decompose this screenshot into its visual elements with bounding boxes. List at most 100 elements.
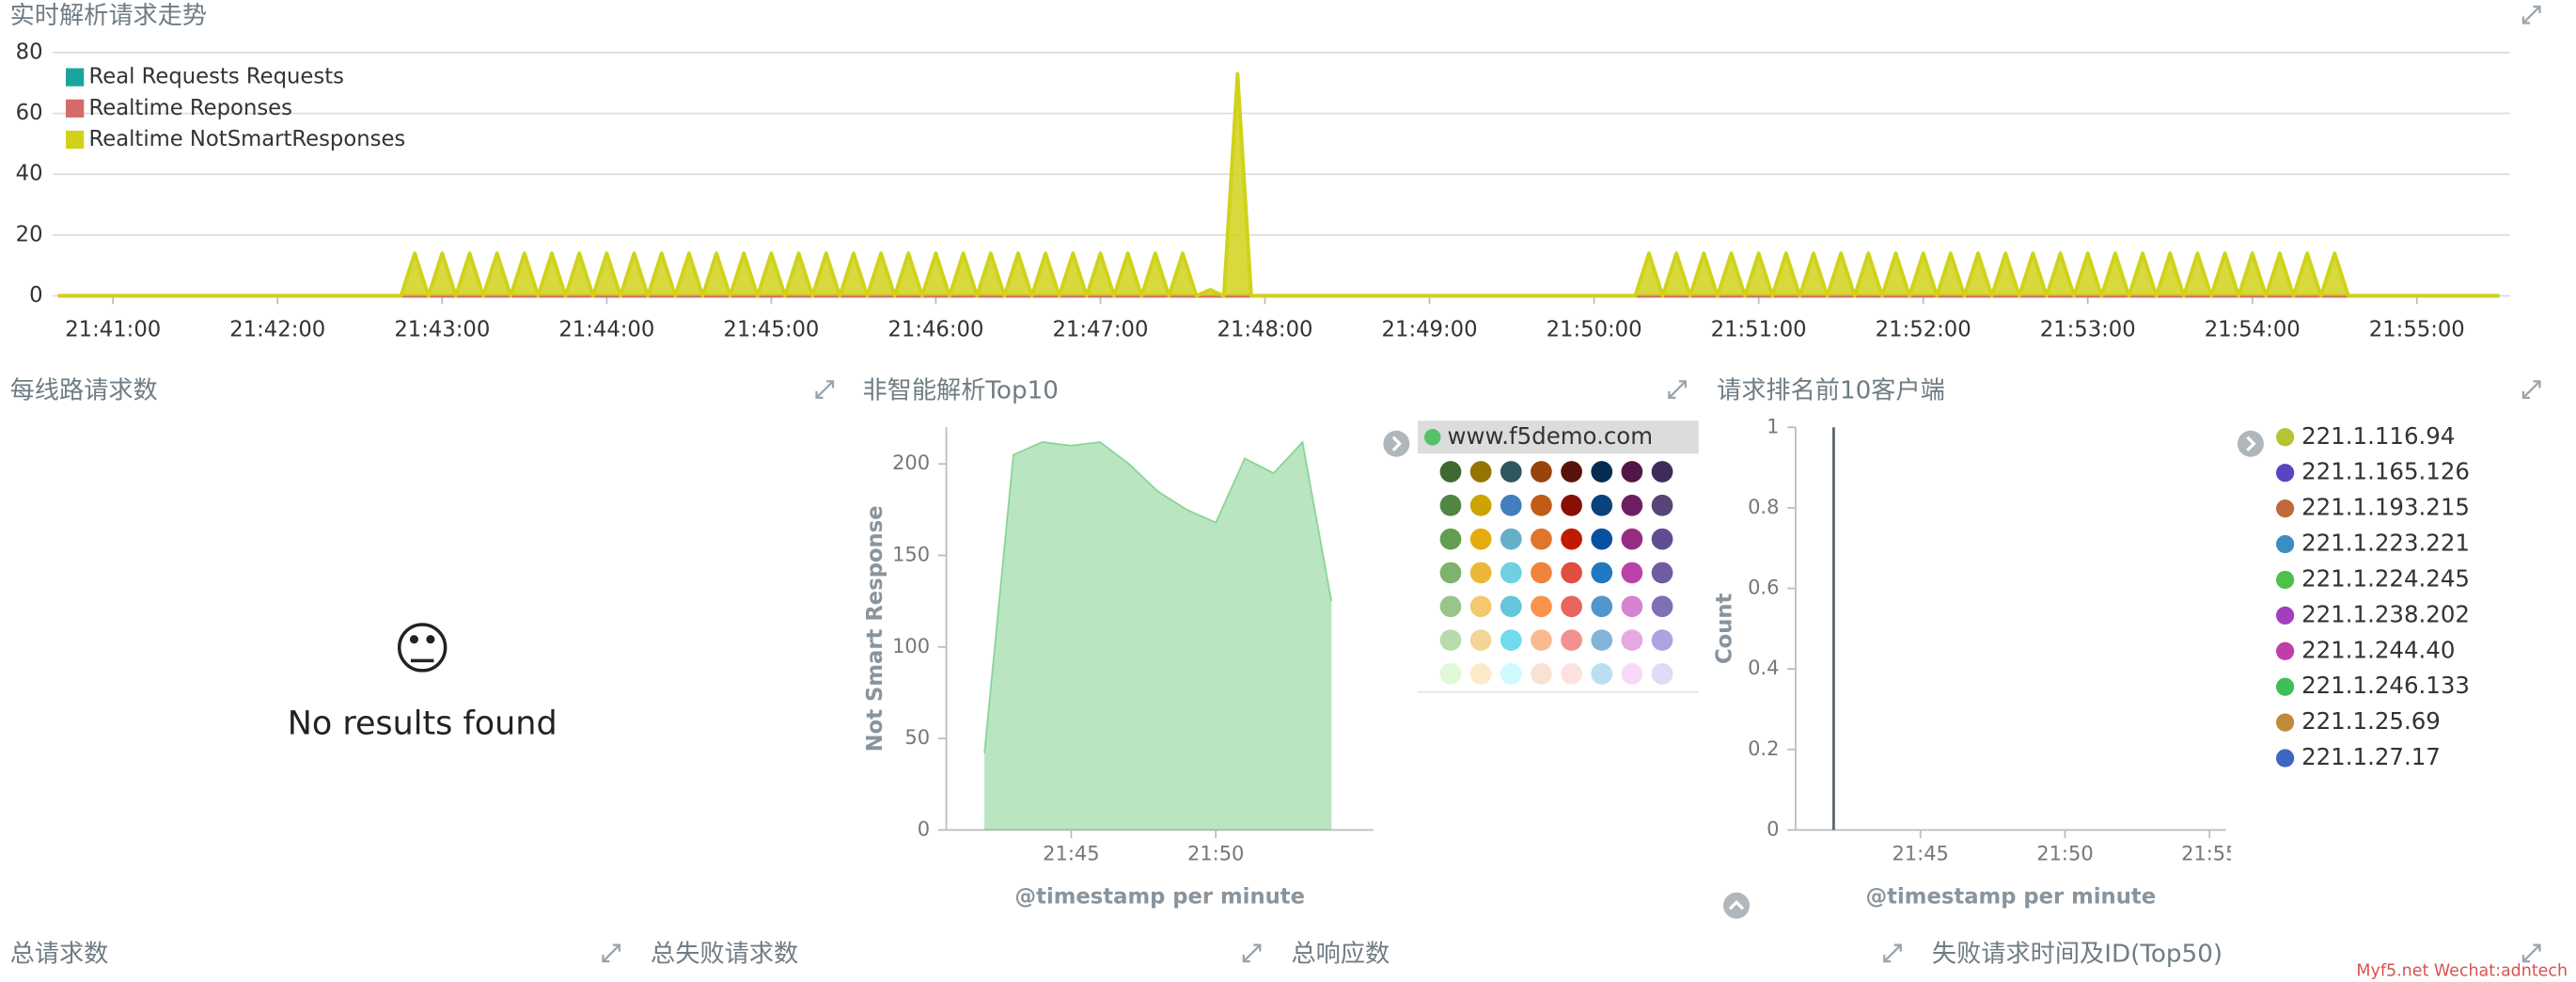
y-axis-label: Not Smart Response	[863, 505, 887, 752]
legend-toggle[interactable]	[1383, 430, 1410, 457]
color-swatch[interactable]	[1561, 663, 1582, 685]
color-swatch[interactable]	[1651, 528, 1673, 550]
color-swatch[interactable]	[1531, 595, 1552, 618]
legend-swatch	[66, 68, 85, 87]
y-tick-label: 20	[16, 222, 43, 246]
y-tick-label: 40	[16, 162, 43, 186]
color-swatch[interactable]	[1469, 562, 1492, 584]
color-swatch[interactable]	[1651, 629, 1673, 651]
color-swatch[interactable]	[1621, 629, 1643, 651]
y-tick-label: 0.8	[1748, 496, 1779, 518]
color-swatch[interactable]	[1561, 494, 1582, 516]
color-swatch[interactable]	[1591, 595, 1613, 618]
color-swatch[interactable]	[1500, 629, 1522, 651]
color-swatch[interactable]	[1469, 595, 1492, 618]
color-swatch[interactable]	[1469, 461, 1492, 483]
color-swatch[interactable]	[1561, 562, 1582, 584]
color-swatch[interactable]	[1561, 461, 1582, 483]
y-tick-label: 200	[892, 451, 930, 474]
x-tick-label: 21:53:00	[2040, 318, 2136, 342]
legend-swatch	[2275, 570, 2295, 590]
color-swatch[interactable]	[1439, 595, 1462, 618]
legend-toggle[interactable]	[2237, 430, 2264, 457]
y-tick-label: 80	[16, 40, 43, 64]
color-swatch[interactable]	[1469, 528, 1492, 550]
color-swatch[interactable]	[1469, 494, 1492, 516]
y-tick-label: 0.4	[1748, 657, 1779, 679]
x-tick-label: 21:44:00	[558, 318, 654, 342]
x-tick-label: 21:55	[2181, 843, 2238, 865]
legend-swatch	[2275, 641, 2295, 660]
legend-swatch	[2275, 428, 2295, 447]
y-tick-label: 60	[16, 101, 43, 125]
expand-button[interactable]	[2521, 943, 2541, 963]
expand-button[interactable]	[815, 380, 835, 399]
color-swatch[interactable]	[1651, 461, 1673, 483]
color-swatch[interactable]	[1561, 595, 1582, 618]
color-swatch[interactable]	[1500, 663, 1522, 685]
x-tick-label: 21:54:00	[2205, 318, 2301, 342]
y-tick-label: 0.6	[1748, 577, 1779, 599]
x-tick-label: 21:55:00	[2369, 318, 2465, 342]
color-swatch[interactable]	[1531, 461, 1552, 483]
color-swatch[interactable]	[1651, 663, 1673, 685]
color-swatch[interactable]	[1500, 494, 1522, 516]
color-swatch[interactable]	[1591, 629, 1613, 651]
legend-label: 221.1.165.126	[2301, 458, 2470, 485]
color-swatch[interactable]	[1500, 562, 1522, 584]
color-swatch[interactable]	[1439, 528, 1462, 550]
color-swatch[interactable]	[1439, 494, 1462, 516]
color-swatch[interactable]	[1621, 663, 1643, 685]
x-tick-label: 21:41:00	[65, 318, 161, 342]
color-swatch[interactable]	[1651, 595, 1673, 618]
color-swatch[interactable]	[1621, 528, 1643, 550]
color-swatch[interactable]	[1500, 528, 1522, 550]
legend-swatch	[2275, 677, 2295, 696]
color-swatch[interactable]	[1591, 562, 1613, 584]
color-swatch[interactable]	[1621, 595, 1643, 618]
color-swatch[interactable]	[1621, 461, 1643, 483]
color-swatch[interactable]	[1531, 562, 1552, 584]
color-swatch[interactable]	[1561, 629, 1582, 651]
color-swatch[interactable]	[1439, 663, 1462, 685]
color-swatch[interactable]	[1621, 562, 1643, 584]
x-tick-label: 21:47:00	[1052, 318, 1148, 342]
color-swatch[interactable]	[1439, 461, 1462, 483]
color-swatch[interactable]	[1651, 494, 1673, 516]
color-swatch[interactable]	[1651, 562, 1673, 584]
x-tick-label: 21:50	[1187, 843, 1244, 865]
expand-button[interactable]	[1883, 943, 1902, 963]
color-swatch[interactable]	[1439, 629, 1462, 651]
color-swatch[interactable]	[1531, 528, 1552, 550]
color-swatch[interactable]	[1531, 494, 1552, 516]
color-swatch[interactable]	[1621, 494, 1643, 516]
color-swatch[interactable]	[1531, 663, 1552, 685]
color-swatch[interactable]	[1500, 595, 1522, 618]
color-swatch[interactable]	[1591, 663, 1613, 685]
color-swatch[interactable]	[1500, 461, 1522, 483]
y-tick-label: 0	[1767, 817, 1779, 840]
color-swatch[interactable]	[1591, 461, 1613, 483]
color-swatch[interactable]	[1561, 528, 1582, 550]
color-swatch[interactable]	[1469, 629, 1492, 651]
y-axis-label: Count	[1712, 593, 1736, 664]
legend-label: Realtime NotSmartResponses	[88, 127, 405, 151]
expand-button[interactable]	[1242, 943, 1262, 963]
y-tick-label: 0.2	[1748, 737, 1779, 760]
color-swatch[interactable]	[1531, 629, 1552, 651]
expand-button[interactable]	[2521, 5, 2541, 24]
color-swatch[interactable]	[1591, 494, 1613, 516]
expand-button[interactable]	[602, 943, 620, 963]
legend-label: 221.1.224.245	[2301, 564, 2470, 592]
panel-title: 每线路请求数	[10, 376, 158, 404]
watermark: Myf5.net Wechat:adntech	[2356, 962, 2568, 981]
expand-button[interactable]	[2521, 380, 2541, 399]
color-swatch[interactable]	[1439, 562, 1462, 584]
expand-button[interactable]	[1668, 380, 1687, 399]
legend-swatch	[2275, 464, 2295, 483]
area	[984, 441, 1332, 831]
x-tick-label: 21:45	[1043, 843, 1099, 865]
color-swatch[interactable]	[1591, 528, 1613, 550]
collapse-button[interactable]	[1723, 892, 1750, 919]
color-swatch[interactable]	[1469, 663, 1492, 685]
